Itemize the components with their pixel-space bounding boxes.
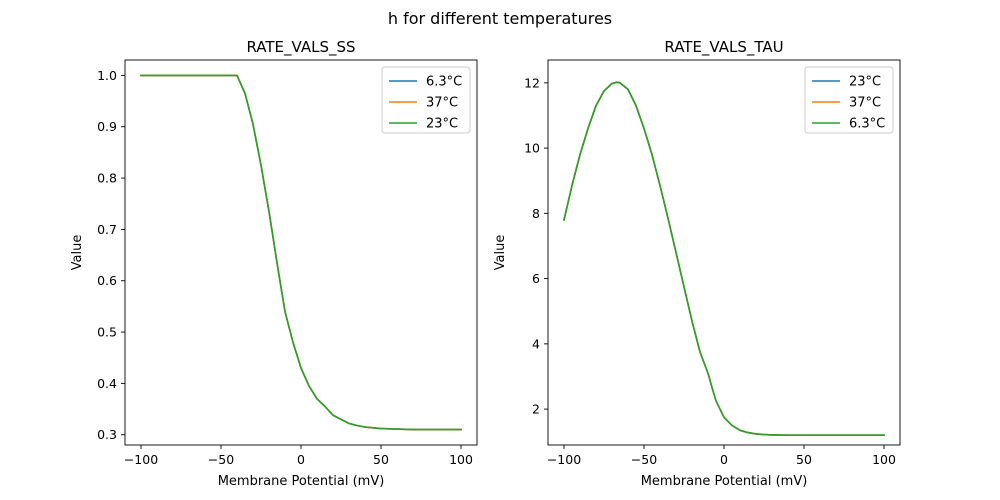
y-tick-label: 0.8	[97, 171, 117, 186]
y-tick-label: 0.4	[97, 376, 117, 391]
y-tick-label: 1.0	[97, 68, 117, 83]
axes-title: RATE_VALS_TAU	[664, 38, 783, 57]
x-axis-label: Membrane Potential (mV)	[641, 474, 808, 489]
x-tick-label: 100	[872, 452, 896, 467]
legend-label-0: 6.3°C	[426, 75, 462, 90]
x-tick-label: −50	[208, 452, 234, 467]
y-tick-label: 0.7	[97, 222, 117, 237]
y-tick-label: 0.6	[97, 273, 117, 288]
y-tick-label: 0.5	[97, 325, 117, 340]
y-tick-label: 6	[532, 271, 540, 286]
x-tick-label: −50	[631, 452, 657, 467]
legend-box	[804, 66, 894, 134]
x-tick-label: 100	[449, 452, 473, 467]
y-tick-label: 8	[532, 206, 540, 221]
y-tick-label: 12	[524, 75, 540, 90]
x-tick-label: 0	[297, 452, 305, 467]
series-line-2	[140, 74, 462, 431]
legend-label-1: 37°C	[849, 96, 881, 111]
x-tick-label: 0	[720, 452, 728, 467]
legend-label-2: 6.3°C	[849, 117, 885, 132]
x-tick-label: −100	[124, 452, 158, 467]
y-tick-label: 10	[524, 141, 540, 156]
chart-panel-ss: RATE_VALS_SS −100 −50 0 50 100 0.3 0.4 0.5 0.6 0.7…	[70, 38, 478, 489]
y-tick-label: 4	[532, 336, 540, 351]
series-line-2	[563, 81, 885, 437]
y-tick-label: 0.9	[97, 119, 117, 134]
x-tick-label: 50	[796, 452, 812, 467]
figure-suptitle: h for different temperatures	[388, 9, 612, 28]
y-tick-label: 0.3	[97, 427, 117, 442]
axes-title: RATE_VALS_SS	[246, 38, 355, 57]
x-tick-label: −100	[547, 452, 581, 467]
y-axis-label: Value	[70, 235, 85, 271]
x-tick-label: 50	[373, 452, 389, 467]
x-axis-label: Membrane Potential (mV)	[218, 474, 385, 489]
legend-label-1: 37°C	[426, 96, 458, 111]
legend: 6.3°C 37°C 23°C	[381, 66, 471, 134]
legend-label-0: 23°C	[849, 75, 881, 90]
legend-box	[381, 66, 471, 134]
chart-panel-tau: RATE_VALS_TAU −100 −50 0 50 100 2 4 6 8 10 12 Membra…	[493, 38, 901, 489]
legend: 23°C 37°C 6.3°C	[804, 66, 894, 134]
y-tick-label: 2	[532, 402, 540, 417]
y-axis-label: Value	[493, 235, 508, 271]
legend-label-2: 23°C	[426, 117, 458, 132]
